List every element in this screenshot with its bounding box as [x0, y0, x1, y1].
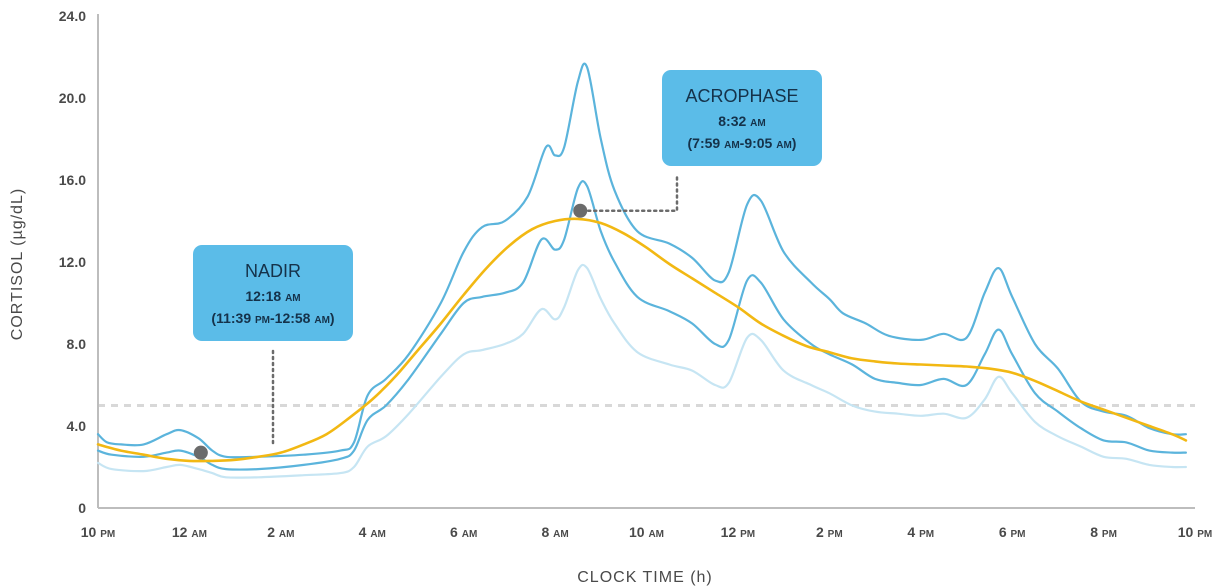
x-tick-suffix: PM [919, 529, 934, 540]
x-tick-label: 4 AM [359, 524, 386, 540]
x-tick-number: 10 [1178, 524, 1194, 540]
x-tick-label: 12 AM [172, 524, 207, 540]
series-line-fit [96, 217, 1188, 463]
x-tick-suffix: PM [1197, 529, 1212, 540]
x-tick-suffix: AM [648, 529, 664, 540]
x-tick-label: 2 AM [267, 524, 294, 540]
series-layer [96, 62, 1188, 479]
series-line-lower [96, 263, 1187, 479]
x-tick-number: 8 [541, 524, 549, 540]
x-tick-suffix: AM [370, 529, 386, 540]
x-tick-label: 8 PM [1090, 524, 1117, 540]
nadir-title: NADIR [245, 261, 301, 281]
nadir-range: (11:39 PM-12:58 AM) [211, 310, 334, 326]
x-tick-suffix: AM [553, 529, 569, 540]
x-tick-number: 6 [999, 524, 1007, 540]
nadir-range-close: ) [330, 310, 335, 326]
x-tick-number: 2 [267, 524, 275, 540]
acrophase-range-suffix-start: AM [724, 140, 740, 151]
nadir-callout-box [193, 245, 353, 341]
acrophase-range-start: (7:59 [688, 135, 721, 151]
x-tick-label: 6 PM [999, 524, 1026, 540]
nadir-range-suffix-start: PM [255, 315, 270, 326]
x-tick-number: 10 [81, 524, 97, 540]
x-tick-label: 2 PM [816, 524, 843, 540]
acrophase-range-suffix-end: AM [776, 140, 792, 151]
acrophase-time-value: 8:32 [718, 113, 746, 129]
x-tick-number: 2 [816, 524, 824, 540]
y-tick-label: 16.0 [59, 172, 86, 188]
x-tick-suffix: PM [1011, 529, 1026, 540]
acrophase-marker [573, 203, 588, 218]
y-tick-label: 8.0 [67, 336, 87, 352]
y-axis-title: CORTISOL (µg/dL) [9, 188, 26, 340]
x-tick-number: 4 [907, 524, 915, 540]
x-tick-suffix: PM [740, 529, 755, 540]
x-tick-number: 8 [1090, 524, 1098, 540]
nadir-time: 12:18 AM [245, 288, 300, 304]
x-tick-number: 12 [721, 524, 737, 540]
x-tick-suffix: AM [191, 529, 207, 540]
x-axis-title: CLOCK TIME (h) [577, 569, 713, 586]
y-tick-label: 4.0 [67, 418, 87, 434]
x-tick-suffix: PM [828, 529, 843, 540]
axes [97, 14, 1195, 509]
x-tick-label: 6 AM [450, 524, 477, 540]
x-tick-number: 10 [629, 524, 645, 540]
series-line-middle [96, 180, 1187, 471]
x-tick-label: 10 PM [1178, 524, 1212, 540]
nadir-marker [193, 445, 208, 460]
x-tick-labels: 10 PM 12 AM 2 AM 4 AM 6 AM 8 AM 10 AM 12 PM 2 PM… [81, 524, 1212, 540]
nadir-range-suffix-end: AM [314, 315, 330, 326]
acrophase-time-suffix: AM [750, 118, 766, 129]
x-tick-label: 8 AM [541, 524, 568, 540]
x-tick-suffix: AM [462, 529, 478, 540]
y-tick-label: 12.0 [59, 254, 86, 270]
acrophase-range-close: ) [792, 135, 797, 151]
x-tick-number: 6 [450, 524, 458, 540]
y-tick-label: 20.0 [59, 90, 86, 106]
y-tick-label: 24.0 [59, 8, 86, 24]
acrophase-title: ACROPHASE [685, 86, 798, 106]
x-tick-suffix: PM [100, 529, 115, 540]
acrophase-range-end: -9:05 [740, 135, 773, 151]
x-tick-number: 4 [359, 524, 367, 540]
y-tick-labels: 0 4.0 8.0 12.0 16.0 20.0 24.0 [59, 8, 86, 516]
nadir-time-value: 12:18 [245, 288, 281, 304]
x-tick-suffix: AM [279, 529, 295, 540]
acrophase-callout-box [662, 70, 822, 166]
x-tick-label: 10 PM [81, 524, 115, 540]
y-tick-label: 0 [78, 500, 86, 516]
nadir-range-start: (11:39 [211, 310, 251, 326]
acrophase-leader-line [586, 174, 679, 212]
x-tick-label: 10 AM [629, 524, 664, 540]
x-tick-label: 12 PM [721, 524, 755, 540]
x-tick-number: 12 [172, 524, 188, 540]
acrophase-time: 8:32 AM [718, 113, 765, 129]
nadir-time-suffix: AM [285, 293, 301, 304]
acrophase-range: (7:59 AM-9:05 AM) [688, 135, 797, 151]
x-tick-suffix: PM [1102, 529, 1117, 540]
nadir-range-end: -12:58 [270, 310, 311, 326]
x-tick-label: 4 PM [907, 524, 934, 540]
